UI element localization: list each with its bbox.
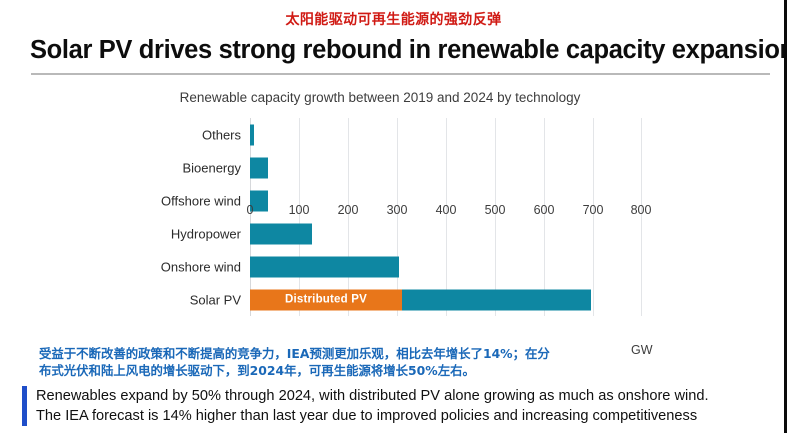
gridline-200 (348, 118, 349, 316)
bar-row-hydropower: Hydropower (171, 217, 642, 250)
bar-hydropower[interactable] (250, 223, 312, 244)
gridline-500 (495, 118, 496, 316)
bar-row-bioenergy: Bioenergy (182, 151, 642, 184)
bar-solar-pv[interactable]: Distributed PV (250, 289, 591, 310)
x-tick-0: 0 (246, 203, 254, 217)
category-label-solar-pv: Solar PV (189, 292, 241, 307)
bar-segment-total-onshore-wind (250, 256, 399, 277)
bar-segment-total-offshore-wind (250, 190, 268, 211)
caption-text: Renewables expand by 50% through 2024, w… (36, 386, 709, 426)
x-tick-700: 700 (582, 203, 604, 217)
chinese-annotation: 受益于不断改善的政策和不断提高的竞争力，IEA预测更加乐观，相比去年增长了14%… (39, 345, 609, 379)
x-tick-500: 500 (484, 203, 506, 217)
bar-offshore-wind[interactable] (250, 190, 268, 211)
caption-accent-bar (22, 386, 27, 426)
category-label-bioenergy: Bioenergy (182, 160, 241, 175)
gridline-100 (299, 118, 300, 316)
x-tick-300: 300 (386, 203, 408, 217)
gridline-700 (593, 118, 594, 316)
gridline-800 (641, 118, 642, 316)
category-label-hydropower: Hydropower (170, 226, 241, 241)
chinese-annotation-line-2: 布式光伏和陆上风电的增长驱动下，到2024年，可再生能源将增长50%左右。 (39, 363, 475, 378)
x-tick-200: 200 (337, 203, 359, 217)
bar-row-onshore-wind: Onshore wind (161, 250, 642, 283)
bar-row-solar-pv: Solar PV Distributed PV (190, 283, 642, 316)
chinese-headline: 太阳能驱动可再生能源的强劲反弹 (285, 12, 502, 28)
x-tick-400: 400 (435, 203, 457, 217)
page-title: Solar PV drives strong rebound in renewa… (30, 36, 787, 64)
bar-segment-utility-pv (402, 289, 591, 310)
gridline-400 (446, 118, 447, 316)
x-axis: 0 100 200 300 400 500 600 700 800 (246, 203, 652, 223)
bar-bioenergy[interactable] (250, 157, 268, 178)
x-tick-100: 100 (288, 203, 310, 217)
bar-segment-total-others (250, 124, 254, 145)
gridline-600 (544, 118, 545, 316)
bar-segment-total-hydropower (250, 223, 312, 244)
bar-onshore-wind[interactable] (250, 256, 399, 277)
category-label-others: Others (201, 127, 241, 142)
bar-segment-distributed-pv: Distributed PV (250, 289, 402, 310)
bottom-caption: Renewables expand by 50% through 2024, w… (22, 386, 767, 426)
x-axis-unit-label: GW (631, 343, 653, 357)
category-label-onshore-wind: Onshore wind (160, 259, 241, 274)
x-tick-800: 800 (630, 203, 652, 217)
bar-row-others: Others (202, 118, 642, 151)
chart-subtitle: Renewable capacity growth between 2019 a… (179, 90, 581, 105)
gridline-300 (397, 118, 398, 316)
bar-others[interactable] (250, 124, 254, 145)
caption-line-1: Renewables expand by 50% through 2024, w… (36, 388, 709, 404)
bar-row-offshore-wind: Offshore wind (161, 184, 642, 217)
title-divider (31, 73, 770, 75)
plot-area: Others Bioenergy Offshore wind (161, 118, 642, 316)
bar-chart: Others Bioenergy Offshore wind (0, 115, 784, 340)
gridline-0 (250, 118, 251, 316)
caption-line-2: The IEA forecast is 14% higher than last… (36, 408, 698, 424)
category-label-offshore-wind: Offshore wind (161, 193, 241, 208)
x-tick-600: 600 (533, 203, 555, 217)
bar-segment-label-distributed-pv: Distributed PV (284, 293, 368, 306)
chinese-annotation-line-1: 受益于不断改善的政策和不断提高的竞争力，IEA预测更加乐观，相比去年增长了14%… (39, 346, 550, 361)
bar-segment-total-bioenergy (250, 157, 268, 178)
